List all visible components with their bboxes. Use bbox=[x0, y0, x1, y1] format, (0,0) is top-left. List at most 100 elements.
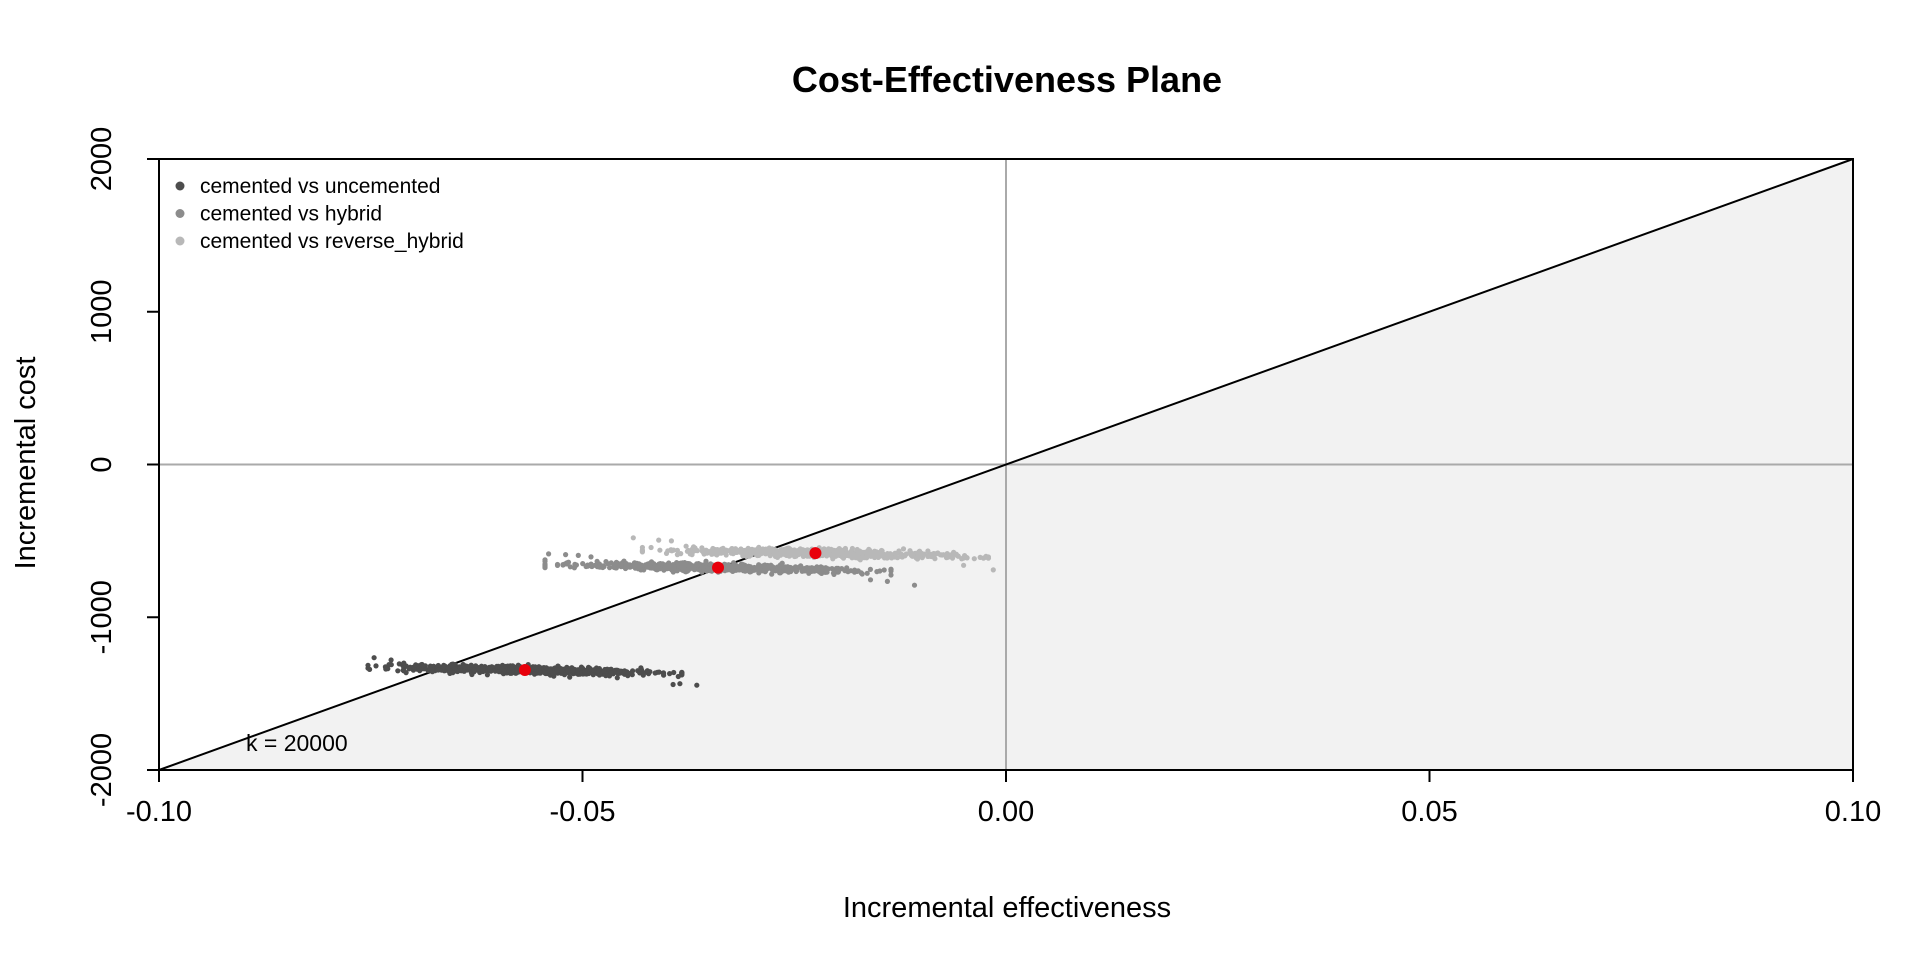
simulation-point-1 bbox=[395, 668, 401, 674]
simulation-point-1 bbox=[401, 660, 407, 666]
y-tick-label: -1000 bbox=[86, 580, 118, 654]
simulation-point-2 bbox=[768, 562, 774, 568]
simulation-point-1 bbox=[652, 670, 658, 676]
simulation-point-3 bbox=[708, 550, 714, 556]
simulation-point-1 bbox=[461, 668, 467, 674]
simulation-point-2 bbox=[603, 559, 609, 565]
simulation-point-3 bbox=[668, 538, 675, 544]
simulation-point-1 bbox=[476, 666, 482, 672]
simulation-point-3 bbox=[834, 551, 841, 557]
x-tick-label: 0.00 bbox=[978, 796, 1034, 828]
scatter-points bbox=[365, 535, 996, 688]
simulation-point-1 bbox=[429, 669, 435, 675]
y-tick-label: 2000 bbox=[86, 127, 118, 192]
simulation-point-1 bbox=[582, 669, 588, 676]
simulation-point-3 bbox=[930, 553, 936, 560]
simulation-point-2 bbox=[594, 558, 600, 565]
simulation-point-3 bbox=[776, 551, 782, 557]
simulation-point-3 bbox=[909, 550, 915, 557]
simulation-point-2 bbox=[884, 578, 891, 585]
simulation-point-2 bbox=[542, 565, 548, 571]
simulation-point-1 bbox=[406, 666, 412, 672]
simulation-point-1 bbox=[628, 670, 634, 676]
simulation-point-3 bbox=[665, 548, 671, 554]
simulation-point-1 bbox=[487, 666, 493, 673]
simulation-point-3 bbox=[990, 567, 996, 573]
simulation-point-2 bbox=[588, 554, 594, 560]
simulation-point-3 bbox=[963, 554, 970, 561]
y-tick-label: -2000 bbox=[86, 733, 118, 807]
simulation-point-2 bbox=[845, 569, 851, 575]
simulation-point-2 bbox=[834, 566, 840, 572]
simulation-point-3 bbox=[823, 550, 830, 556]
simulation-point-1 bbox=[471, 667, 477, 674]
legend: cemented vs uncemented cemented vs hybrid… bbox=[175, 175, 464, 253]
simulation-point-3 bbox=[842, 545, 849, 552]
simulation-point-1 bbox=[670, 681, 676, 688]
simulation-point-3 bbox=[883, 553, 889, 560]
simulation-point-2 bbox=[585, 562, 591, 568]
simulation-point-1 bbox=[388, 662, 394, 668]
simulation-point-3 bbox=[985, 555, 992, 561]
simulation-point-1 bbox=[499, 666, 505, 672]
simulation-point-2 bbox=[707, 567, 713, 574]
simulation-point-2 bbox=[563, 552, 569, 558]
simulation-point-3 bbox=[770, 549, 777, 555]
simulation-point-3 bbox=[764, 548, 770, 554]
simulation-point-1 bbox=[667, 671, 673, 677]
x-tick-label: 0.10 bbox=[1825, 796, 1881, 828]
simulation-point-3 bbox=[925, 548, 931, 554]
simulation-point-3 bbox=[723, 548, 730, 554]
simulation-point-2 bbox=[747, 565, 753, 571]
simulation-point-1 bbox=[367, 666, 373, 673]
simulation-point-1 bbox=[570, 667, 576, 674]
simulation-point-3 bbox=[787, 550, 793, 556]
simulation-point-2 bbox=[830, 570, 837, 576]
simulation-point-2 bbox=[571, 565, 578, 571]
legend-label-3: cemented vs reverse_hybrid bbox=[200, 230, 464, 253]
simulation-point-3 bbox=[778, 547, 785, 553]
simulation-point-1 bbox=[543, 665, 549, 671]
simulation-point-1 bbox=[591, 667, 597, 673]
simulation-point-1 bbox=[509, 665, 515, 672]
simulation-point-1 bbox=[671, 669, 677, 676]
simulation-point-2 bbox=[542, 557, 548, 563]
simulation-point-3 bbox=[703, 547, 709, 553]
legend-label-1: cemented vs uncemented bbox=[200, 175, 440, 198]
simulation-point-3 bbox=[980, 555, 987, 561]
simulation-point-2 bbox=[565, 559, 572, 565]
simulation-point-2 bbox=[797, 564, 803, 570]
simulation-point-3 bbox=[783, 548, 789, 554]
simulation-point-3 bbox=[687, 551, 693, 557]
simulation-point-1 bbox=[567, 674, 573, 680]
x-tick-label: -0.10 bbox=[126, 796, 192, 828]
simulation-point-3 bbox=[691, 544, 697, 550]
legend-marker-1 bbox=[175, 181, 185, 191]
simulation-point-3 bbox=[959, 556, 965, 562]
simulation-point-3 bbox=[674, 552, 681, 558]
simulation-point-2 bbox=[726, 565, 732, 571]
simulation-point-2 bbox=[888, 572, 894, 578]
wtp-label: k = 20000 bbox=[246, 730, 348, 756]
simulation-point-1 bbox=[679, 670, 685, 677]
simulation-point-1 bbox=[365, 662, 371, 668]
y-axis: -2000 -1000 0 1000 2000 bbox=[86, 127, 160, 807]
simulation-point-1 bbox=[617, 668, 623, 674]
simulation-point-2 bbox=[867, 566, 874, 573]
simulation-point-3 bbox=[901, 552, 907, 558]
simulation-point-1 bbox=[622, 668, 628, 674]
simulation-point-1 bbox=[371, 655, 377, 661]
simulation-point-2 bbox=[699, 569, 705, 575]
simulation-point-1 bbox=[675, 673, 681, 680]
simulation-point-2 bbox=[695, 562, 701, 568]
simulation-point-3 bbox=[756, 546, 762, 552]
simulation-point-1 bbox=[373, 663, 379, 669]
simulation-point-1 bbox=[440, 664, 447, 671]
simulation-point-3 bbox=[674, 547, 681, 553]
y-tick-label: 1000 bbox=[86, 279, 118, 344]
simulation-point-3 bbox=[656, 537, 662, 543]
simulation-point-1 bbox=[445, 665, 451, 671]
x-axis-label: Incremental effectiveness bbox=[843, 892, 1171, 924]
simulation-point-2 bbox=[632, 562, 638, 568]
simulation-point-2 bbox=[652, 564, 659, 570]
